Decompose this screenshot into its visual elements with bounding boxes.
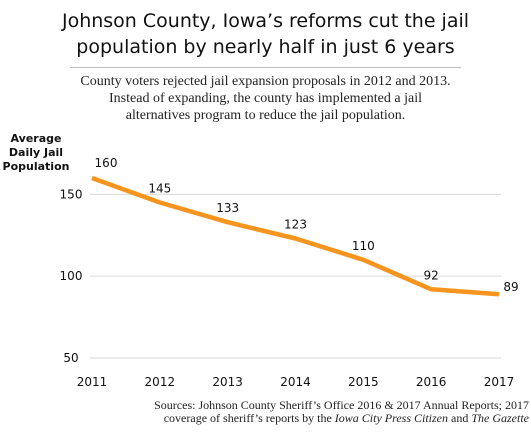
y-axis-label-line-3: Population xyxy=(3,160,70,173)
source-publication-press-citizen: Iowa City Press Citizen xyxy=(334,411,449,425)
y-axis-label-line-2: Daily Jail xyxy=(9,146,63,159)
x-tick-label-2011: 2011 xyxy=(77,375,108,389)
data-label-2016: 92 xyxy=(424,268,439,282)
y-tick-label-50: 50 xyxy=(63,351,78,365)
chart-title-line-2: population by nearly half in just 6 year… xyxy=(76,36,455,58)
series-line xyxy=(91,175,500,297)
data-labels: 160 145 133 123 110 92 89 xyxy=(95,156,519,294)
x-tick-label-2015: 2015 xyxy=(348,375,379,389)
data-label-2011: 160 xyxy=(95,156,118,170)
data-label-2013: 133 xyxy=(216,201,239,215)
source-line-2-prefix: coverage of sheriff’s reports by the xyxy=(163,411,335,425)
chart-title: Johnson County, Iowa’s reforms cut the j… xyxy=(0,8,531,60)
gridlines xyxy=(90,193,501,359)
y-axis-label-line-1: Average xyxy=(11,132,62,145)
x-tick-label-2016: 2016 xyxy=(416,375,447,389)
chart-title-line-1: Johnson County, Iowa’s reforms cut the j… xyxy=(61,10,470,32)
y-tick-label-100: 100 xyxy=(60,269,83,283)
x-tick-label-2013: 2013 xyxy=(212,375,243,389)
source-line-2: coverage of sheriff’s reports by the Iow… xyxy=(10,412,529,425)
title-divider xyxy=(70,67,461,68)
x-axis-ticks: 2011 2012 2013 2014 2015 2016 2017 xyxy=(77,375,515,389)
source-publication-gazette: The Gazette xyxy=(471,411,529,425)
chart-subtitle: County voters rejected jail expansion pr… xyxy=(30,73,501,124)
x-tick-label-2012: 2012 xyxy=(145,375,176,389)
data-label-2015: 110 xyxy=(352,239,375,253)
subtitle-line-3: alternatives program to reduce the jail … xyxy=(125,108,406,123)
data-label-2014: 123 xyxy=(284,218,307,232)
series-population xyxy=(91,175,500,297)
x-tick-label-2017: 2017 xyxy=(484,375,515,389)
source-line-1: Sources: Johnson County Sheriff’s Office… xyxy=(154,398,529,412)
subtitle-line-2: Instead of expanding, the county has imp… xyxy=(109,91,422,106)
y-tick-label-150: 150 xyxy=(60,187,83,201)
data-label-2012: 145 xyxy=(148,182,171,196)
data-label-2017: 89 xyxy=(503,280,518,294)
source-line-2-and: and xyxy=(448,411,472,425)
x-tick-label-2014: 2014 xyxy=(280,375,311,389)
subtitle-line-1: County voters rejected jail expansion pr… xyxy=(80,74,451,89)
y-axis-ticks: 50 100 150 xyxy=(60,187,83,365)
source-note: Sources: Johnson County Sheriff’s Office… xyxy=(10,399,529,425)
